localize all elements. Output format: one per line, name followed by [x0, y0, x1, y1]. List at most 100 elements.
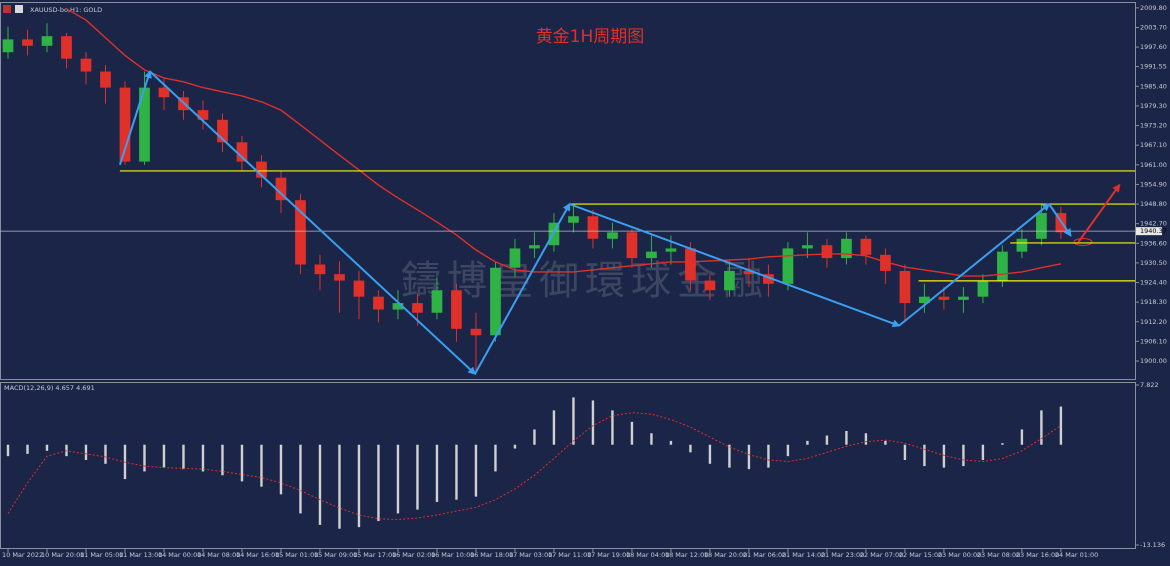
candle-body — [275, 177, 287, 201]
macd-bar — [104, 444, 107, 464]
y-tick-label: 1948.80 — [1140, 200, 1167, 208]
candle-body — [353, 280, 365, 297]
candle-body — [295, 200, 306, 265]
macd-bar — [377, 444, 380, 522]
macd-bar — [689, 444, 692, 453]
trend-arrow — [898, 203, 1051, 327]
macd-bar — [396, 444, 400, 514]
y-tick-label: 1979.30 — [1140, 102, 1167, 110]
macd-bar — [708, 444, 712, 464]
candle-body — [41, 36, 53, 46]
x-tick-label: 15 Mar 17:00 — [353, 551, 396, 559]
macd-bar — [1059, 406, 1063, 445]
macd-bar — [338, 444, 341, 529]
macd-bar — [650, 433, 653, 445]
candle-body — [841, 238, 852, 259]
candle-body — [899, 270, 911, 304]
macd-bar — [357, 444, 361, 528]
candle-body — [626, 232, 638, 259]
candle-body — [509, 248, 521, 268]
candle-body — [1036, 213, 1047, 239]
macd-label: MACD(12,26,9) 4.657 4.691 — [4, 384, 95, 392]
candle-body — [80, 58, 92, 72]
macd-bar — [143, 444, 146, 472]
candle-body — [451, 290, 462, 329]
y-tick-label: 1912.20 — [1140, 318, 1167, 326]
macd-bar — [923, 444, 926, 467]
candle-body — [880, 254, 891, 271]
x-tick-label: 14 Mar 08:00 — [197, 551, 240, 559]
y-tick-label: 2009.80 — [1140, 4, 1167, 12]
candle-body — [100, 71, 111, 88]
x-tick-label: 21 Mar 06:00 — [743, 551, 786, 559]
candle-body — [22, 39, 33, 46]
trend-arrow — [149, 70, 477, 375]
macd-bar — [903, 444, 907, 460]
candle-body — [490, 267, 501, 336]
y-tick-label: 1997.60 — [1140, 43, 1167, 51]
candle-body — [782, 248, 794, 284]
macd-bar — [533, 429, 536, 445]
x-tick-label: 23 Mar 16:00 — [1016, 551, 1059, 559]
candle-body — [217, 119, 228, 143]
main-frame — [0, 2, 1136, 380]
x-tick-label: 17 Mar 19:00 — [587, 551, 630, 559]
candle-body — [139, 87, 150, 162]
candle-body — [821, 245, 833, 259]
candle-body — [373, 296, 384, 310]
macd-bar — [864, 433, 868, 445]
macd-bar — [962, 444, 965, 467]
trend-arrow — [569, 203, 901, 328]
candle-body — [61, 36, 72, 59]
macd-bar — [552, 410, 556, 445]
symbol-label: XAUUSD-bo,H1: GOLD — [30, 6, 102, 14]
x-tick-label: 11 Mar 13:00 — [119, 551, 162, 559]
candle-body — [587, 216, 599, 239]
candle-body — [919, 296, 930, 304]
x-tick-label: 22 Mar 07:00 — [860, 551, 903, 559]
macd-bar — [767, 444, 770, 468]
x-tick-label: 18 Mar 20:00 — [704, 551, 747, 559]
candle-body — [607, 232, 618, 239]
macd-bar — [1001, 443, 1004, 445]
candle-body — [2, 39, 14, 53]
candle-body — [1016, 238, 1028, 252]
macd-bar — [884, 440, 887, 445]
macd-bar — [182, 444, 185, 470]
y-tick-label: 1906.10 — [1140, 337, 1167, 345]
candle-body — [256, 161, 267, 178]
macd-bar — [474, 444, 478, 497]
last-price-box — [1136, 227, 1162, 236]
y-tick-label: 2003.70 — [1140, 23, 1167, 31]
macd-bar — [513, 444, 517, 449]
candle-body — [802, 245, 813, 249]
candle-body — [860, 238, 872, 255]
candle-body — [412, 303, 423, 313]
macd-bar — [6, 444, 10, 457]
candle-body — [685, 248, 696, 281]
candle-body — [431, 290, 443, 313]
x-tick-label: 17 Mar 11:00 — [548, 551, 591, 559]
y-tick-label: 1985.40 — [1140, 82, 1167, 90]
candle-body — [392, 303, 404, 310]
trend-arrow — [118, 70, 152, 166]
candle-body — [529, 245, 540, 249]
candle-body — [646, 251, 657, 259]
macd-bar — [45, 444, 49, 451]
x-tick-label: 23 Mar 00:00 — [938, 551, 981, 559]
candle-body — [236, 142, 248, 162]
y-tick-label: 1961.00 — [1140, 161, 1167, 169]
last-price-label: 1940.37 — [1140, 227, 1167, 235]
candle-body — [763, 274, 774, 284]
macd-bar — [572, 397, 575, 445]
x-tick-label: 17 Mar 03:00 — [509, 551, 552, 559]
y-tick-label: 1954.90 — [1140, 180, 1167, 188]
candle-body — [938, 296, 950, 300]
macd-bar — [435, 444, 439, 502]
macd-bar — [611, 410, 614, 445]
x-tick-label: 18 Mar 04:00 — [626, 551, 669, 559]
y-tick-label: 1942.70 — [1140, 220, 1167, 228]
macd-bar — [845, 430, 848, 445]
